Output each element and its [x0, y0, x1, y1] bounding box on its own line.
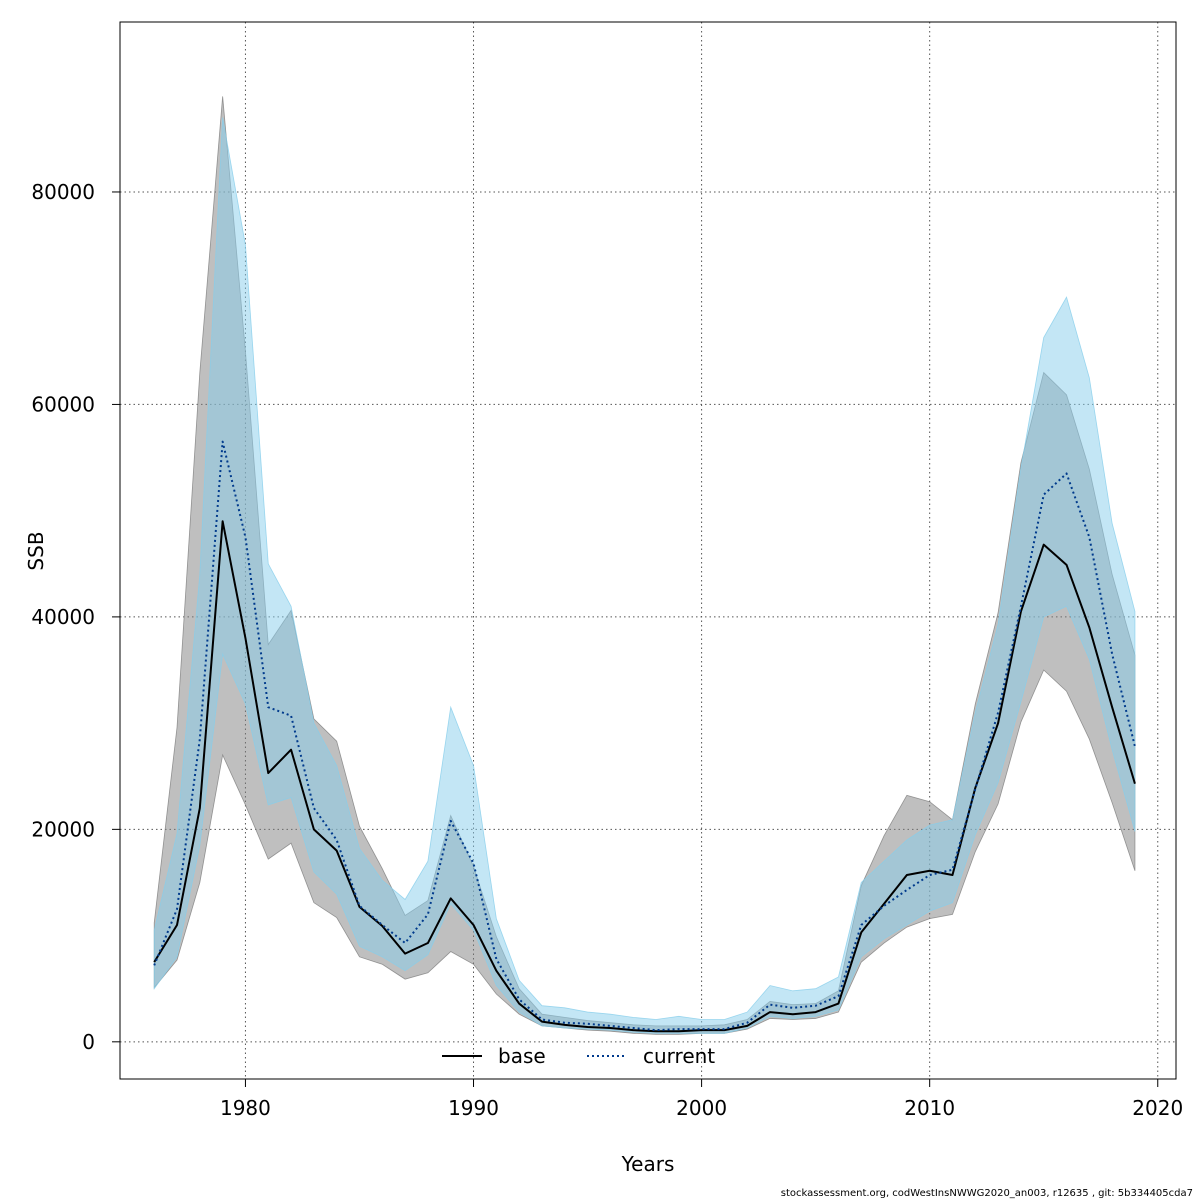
x-tick-label-2020: 2020 — [1132, 1096, 1183, 1120]
series-lines — [153, 440, 1136, 1033]
x-tick-label-1980: 1980 — [220, 1096, 271, 1120]
y-tick-label-40000: 40000 — [31, 605, 95, 629]
axis-ticks: 1980 1990 2000 2010 2020 0 20000 40000 60000 8000… — [31, 180, 1183, 1120]
y-tick-label-60000: 60000 — [31, 392, 95, 416]
plot-frame — [119, 21, 1177, 1080]
y-axis-title: SSB — [24, 531, 48, 570]
legend: base current — [442, 1044, 715, 1068]
x-tick-label-2010: 2010 — [904, 1096, 955, 1120]
legend-label-base: base — [498, 1044, 546, 1068]
y-tick-label-0: 0 — [82, 1030, 95, 1054]
line-current — [153, 440, 1136, 1032]
x-tick-label-1990: 1990 — [448, 1096, 499, 1120]
line-base — [153, 520, 1136, 1033]
x-tick-label-2000: 2000 — [676, 1096, 727, 1120]
x-axis-title: Years — [621, 1152, 675, 1176]
confidence-bands — [153, 96, 1136, 1035]
band-base — [153, 96, 1136, 1035]
y-tick-label-80000: 80000 — [31, 180, 95, 204]
y-tick-label-20000: 20000 — [31, 817, 95, 841]
legend-label-current: current — [643, 1044, 715, 1068]
footer-note: stockassessment.org, codWestInsNWWG2020_… — [781, 1188, 1193, 1199]
band-current — [153, 117, 1136, 1034]
